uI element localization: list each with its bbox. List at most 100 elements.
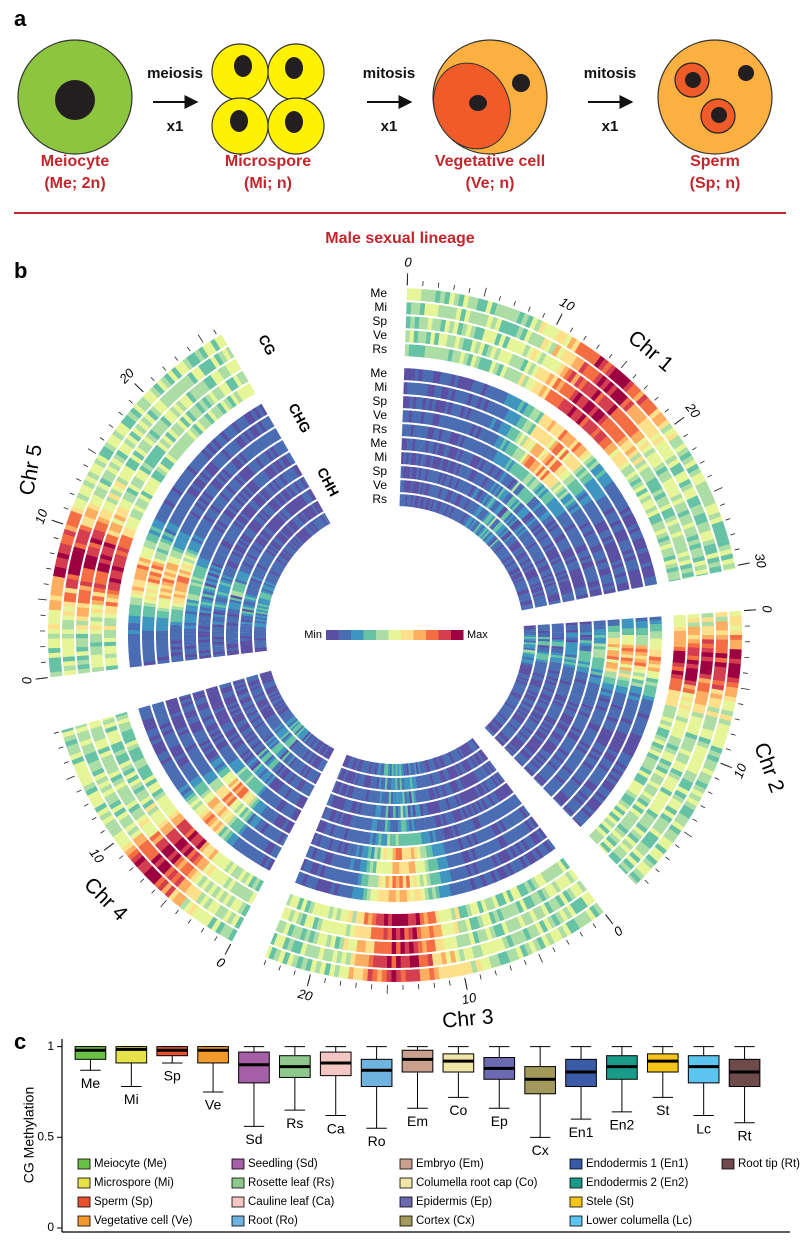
heat-slice — [420, 345, 426, 358]
heat-slice — [466, 741, 476, 753]
heat-slice — [160, 459, 173, 471]
heat-slice — [88, 721, 102, 730]
heat-slice — [356, 873, 363, 886]
heat-slice — [395, 820, 399, 833]
heat-slice — [330, 839, 337, 852]
heat-slice — [536, 531, 548, 541]
heat-slice — [654, 415, 668, 428]
heat-slice — [425, 331, 432, 345]
heat-slice — [649, 623, 662, 629]
heat-slice — [285, 771, 295, 784]
heat-slice — [223, 772, 235, 784]
heat-slice — [403, 777, 407, 790]
heat-slice — [583, 804, 595, 816]
heat-slice — [438, 799, 444, 813]
heat-slice — [225, 379, 236, 392]
cell-detail: (Ve; n) — [466, 175, 515, 192]
heat-slice — [458, 762, 467, 774]
heat-slice — [215, 711, 228, 719]
heat-slice — [488, 777, 497, 789]
heat-slice — [506, 322, 516, 336]
heat-slice — [403, 368, 409, 381]
heat-slice — [540, 570, 553, 578]
heat-slice — [436, 756, 442, 769]
heat-slice — [183, 864, 195, 877]
heat-slice — [562, 710, 575, 718]
heat-slice — [462, 879, 470, 893]
heat-slice — [674, 542, 688, 551]
heat-slice — [610, 739, 624, 748]
heat-slice — [580, 894, 592, 907]
heat-slice — [551, 560, 564, 568]
heat-slice — [173, 383, 185, 396]
heat-slice — [210, 699, 223, 707]
heat-slice — [673, 816, 687, 828]
heat-slice — [454, 748, 462, 761]
heat-slice — [326, 793, 333, 806]
heat-slice — [207, 883, 218, 896]
heat-slice — [159, 821, 172, 833]
heat-slice — [440, 429, 447, 442]
heat-slice — [88, 541, 102, 550]
heat-slice — [486, 810, 495, 823]
heat-slice — [579, 624, 592, 628]
heat-slice — [534, 383, 545, 396]
heat-slice — [408, 480, 412, 493]
heat-slice — [608, 635, 621, 639]
heat-slice — [88, 719, 101, 726]
heat-slice — [563, 497, 576, 508]
heat-slice — [524, 474, 535, 486]
heat-slice — [326, 852, 334, 865]
heat-slice — [548, 708, 560, 717]
heat-slice — [664, 481, 677, 492]
heat-slice — [493, 388, 503, 402]
heat-slice — [509, 445, 519, 457]
heat-slice — [530, 712, 542, 721]
heat-slice — [545, 373, 555, 386]
heat-slice — [364, 940, 371, 953]
heat-slice — [147, 730, 160, 739]
heat-slice — [441, 754, 448, 767]
heat-slice — [664, 454, 678, 466]
heat-slice — [374, 790, 378, 803]
heat-slice — [183, 431, 196, 444]
heat-slice — [265, 756, 277, 767]
heat-slice — [504, 560, 516, 569]
heat-slice — [449, 781, 456, 794]
heat-slice — [544, 932, 555, 946]
heat-slice — [566, 700, 580, 708]
heat-slice — [496, 437, 505, 450]
heat-slice — [693, 749, 707, 758]
heat-slice — [399, 889, 404, 902]
heat-slice — [166, 868, 179, 881]
heat-slice — [194, 759, 207, 769]
heat-slice — [497, 732, 508, 743]
heat-slice — [605, 661, 619, 667]
heat-slice — [397, 763, 400, 776]
heat-slice — [161, 502, 174, 512]
heat-slice — [564, 476, 577, 487]
heat-slice — [527, 423, 537, 436]
heat-slice — [388, 889, 393, 902]
heat-slice — [240, 887, 251, 901]
heat-slice — [84, 558, 97, 566]
heat-slice — [519, 667, 532, 673]
heat-slice — [622, 635, 635, 639]
heat-slice — [481, 858, 489, 872]
panel-label: b — [14, 258, 27, 283]
heat-slice — [404, 941, 410, 954]
heat-slice — [493, 806, 503, 819]
heat-slice — [133, 855, 146, 868]
heat-slice — [316, 819, 323, 832]
heat-slice — [382, 805, 387, 818]
heat-slice — [361, 926, 368, 939]
heat-slice — [631, 585, 644, 589]
heat-slice — [473, 846, 481, 860]
heat-slice — [369, 888, 375, 902]
heat-slice — [620, 751, 633, 761]
heat-slice — [489, 538, 500, 549]
heat-slice — [86, 470, 100, 481]
heat-slice — [640, 837, 654, 850]
heat-slice — [230, 914, 241, 927]
heat-slice — [581, 560, 594, 568]
